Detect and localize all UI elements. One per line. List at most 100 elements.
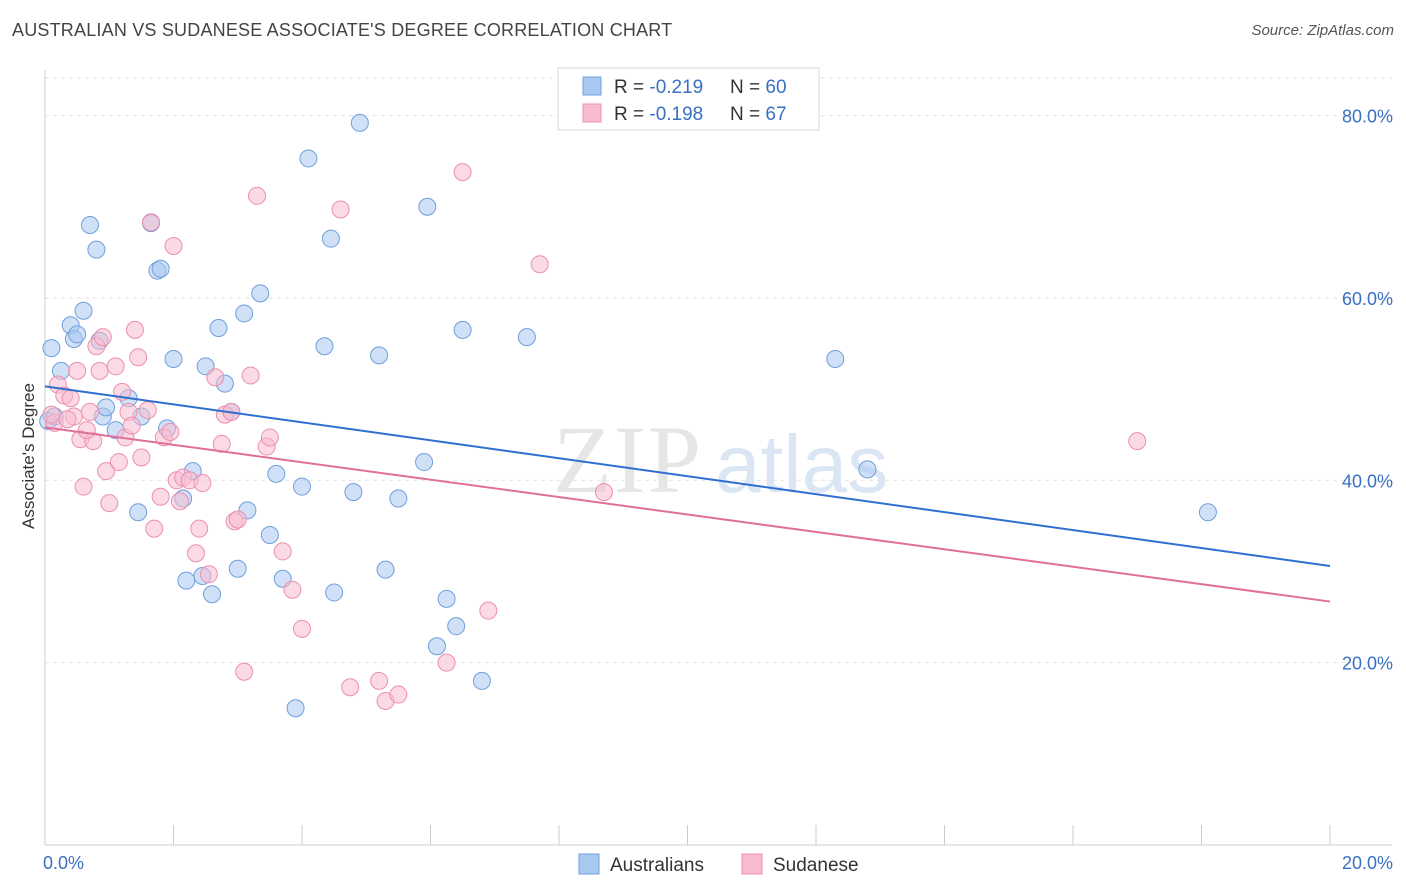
sudanese-point-25 — [145, 519, 164, 538]
y-tick-label-80: 80.0% — [1342, 107, 1393, 127]
australians-trend-line — [44, 385, 1331, 567]
australians-point-45 — [376, 560, 395, 579]
svg-text:R = -0.219: R = -0.219 — [614, 77, 703, 98]
sudanese-point-55 — [389, 685, 408, 704]
legend-n-label-1: N = — [730, 77, 765, 98]
australians-point-26 — [209, 319, 228, 338]
sudanese-point-24 — [142, 213, 161, 232]
australians-point-57 — [1198, 503, 1217, 522]
australians-point-13 — [129, 503, 148, 522]
watermark: ZIP atlas — [553, 406, 888, 513]
sudanese-point-26 — [151, 487, 170, 506]
legend-r-label-2: R = — [614, 104, 649, 125]
legend-r-value-australians: -0.219 — [649, 77, 703, 98]
legend: R = -0.219 N = 60 R = -0.198 N = 67 — [557, 67, 820, 131]
sudanese-point-63 — [58, 410, 77, 429]
australians-point-44 — [370, 346, 389, 365]
sudanese-point-61 — [1128, 432, 1147, 451]
legend-n-value-australians: 60 — [765, 77, 786, 98]
sudanese-point-8 — [80, 402, 99, 421]
australians-point-30 — [235, 304, 254, 323]
sudanese-point-37 — [199, 565, 218, 584]
trend-lines — [44, 385, 1331, 603]
sudanese-point-12 — [93, 328, 112, 347]
bottom-legend-swatch-australians — [578, 853, 600, 875]
sudanese-point-45 — [248, 186, 267, 205]
y-tick-label-60: 60.0% — [1342, 289, 1393, 309]
australians-point-32 — [251, 284, 270, 303]
sudanese-point-57 — [453, 163, 472, 182]
australians-point-41 — [325, 583, 344, 602]
x-tick-label-left: 0.0% — [43, 853, 84, 873]
sudanese-point-5 — [68, 361, 87, 380]
sudanese-point-58 — [479, 601, 498, 620]
sudanese-point-7 — [74, 477, 93, 496]
y-tick-label-20: 20.0% — [1342, 654, 1393, 674]
sudanese-point-56 — [437, 653, 456, 672]
australians-point-49 — [427, 637, 446, 656]
australians-point-37 — [293, 477, 311, 496]
svg-text:N = 67: N = 67 — [730, 104, 787, 125]
sudanese-point-15 — [106, 357, 125, 376]
sudanese-trend-line — [44, 426, 1331, 603]
australians-point-56 — [858, 460, 877, 479]
australians-point-53 — [472, 671, 491, 690]
sudanese-point-38 — [206, 368, 225, 387]
sudanese-point-64 — [77, 421, 96, 440]
australians-point-21 — [177, 571, 196, 590]
axes — [44, 70, 1392, 846]
sudanese-point-65 — [122, 416, 141, 435]
australians-point-39 — [315, 337, 334, 356]
sudanese-point-48 — [273, 542, 292, 561]
svg-text:R = -0.198: R = -0.198 — [614, 104, 703, 125]
bottom-legend: Australians Sudanese — [578, 853, 859, 876]
australians-point-46 — [389, 489, 408, 508]
australians-point-10 — [97, 398, 116, 417]
sudanese-point-14 — [100, 494, 119, 513]
legend-r-label-1: R = — [614, 77, 649, 98]
sudanese-point-28 — [161, 422, 180, 441]
legend-swatch-australians — [582, 76, 602, 96]
y-tick-label-40: 40.0% — [1342, 471, 1393, 491]
tick-labels: 20.0% 40.0% 60.0% 80.0% 0.0% 20.0% — [43, 107, 1393, 873]
watermark-zip: ZIP — [553, 406, 703, 513]
sudanese-point-49 — [283, 580, 302, 599]
sudanese-point-13 — [97, 462, 116, 481]
australians-point-38 — [299, 149, 318, 168]
sudanese-point-43 — [235, 662, 254, 681]
australians-point-36 — [286, 699, 305, 718]
chart-source: Source: ZipAtlas.com — [1251, 22, 1394, 39]
australians-point-19 — [164, 350, 183, 369]
sudanese-point-35 — [190, 519, 209, 538]
australians-point-17 — [151, 259, 170, 278]
y-axis-title: Associate's Degree — [19, 383, 38, 529]
australians-point-51 — [447, 617, 466, 636]
sudanese-point-29 — [164, 236, 183, 255]
australians-point-43 — [350, 113, 369, 132]
sudanese-point-53 — [370, 671, 389, 690]
australians-point-7 — [87, 240, 106, 259]
sudanese-point-21 — [129, 348, 148, 367]
sudanese-point-59 — [530, 255, 549, 274]
australians-point-4 — [68, 325, 87, 344]
bottom-legend-label-sudanese: Sudanese — [773, 855, 859, 876]
sudanese-point-52 — [341, 678, 360, 697]
sudanese-point-3 — [61, 389, 80, 408]
australians-point-52 — [453, 320, 472, 339]
australians-point-25 — [203, 585, 222, 604]
bottom-legend-swatch-sudanese — [741, 853, 763, 875]
australians-point-34 — [267, 464, 286, 483]
sudanese-point-23 — [138, 401, 157, 420]
bottom-legend-label-australians: Australians — [610, 855, 704, 876]
australians-point-40 — [321, 229, 340, 248]
australians-point-47 — [415, 453, 434, 472]
sudanese-point-47 — [260, 428, 279, 447]
australians-point-48 — [418, 197, 437, 216]
sudanese-point-34 — [186, 544, 205, 563]
data-points — [39, 113, 1217, 718]
sudanese-point-20 — [125, 320, 144, 339]
australians-point-54 — [517, 328, 536, 347]
australians-point-50 — [437, 589, 456, 608]
sudanese-point-22 — [132, 448, 151, 467]
